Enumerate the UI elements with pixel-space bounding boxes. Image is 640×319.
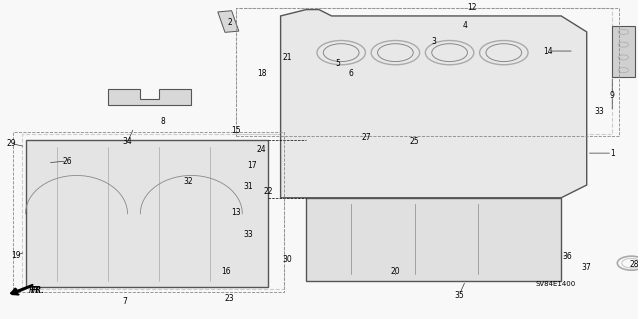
Bar — [236, 8, 612, 134]
Text: 31: 31 — [244, 182, 253, 191]
Text: 16: 16 — [221, 267, 231, 276]
Bar — [13, 132, 284, 292]
Text: 2: 2 — [227, 18, 232, 27]
Text: 23: 23 — [225, 294, 234, 303]
Polygon shape — [280, 10, 587, 198]
Text: 9: 9 — [610, 91, 614, 100]
Text: 7: 7 — [122, 297, 127, 306]
Text: 15: 15 — [231, 126, 241, 135]
Text: FR.: FR. — [31, 286, 45, 295]
Bar — [22, 134, 284, 289]
Text: 22: 22 — [263, 187, 273, 196]
Text: 24: 24 — [257, 145, 266, 154]
Text: FR.: FR. — [29, 286, 42, 295]
Text: 32: 32 — [183, 177, 193, 186]
Bar — [236, 8, 619, 136]
Bar — [218, 11, 239, 32]
Polygon shape — [108, 89, 191, 105]
Text: 34: 34 — [123, 137, 132, 146]
Text: 17: 17 — [247, 161, 257, 170]
Polygon shape — [26, 140, 268, 287]
Text: 14: 14 — [543, 47, 553, 56]
Text: 18: 18 — [257, 69, 266, 78]
Text: 25: 25 — [410, 137, 419, 146]
Text: 12: 12 — [467, 4, 477, 12]
Text: 6: 6 — [348, 69, 353, 78]
Text: 19: 19 — [11, 251, 20, 260]
Text: 8: 8 — [160, 117, 165, 126]
Text: 3: 3 — [431, 37, 436, 46]
Text: 33: 33 — [244, 230, 253, 239]
Text: 28: 28 — [630, 260, 639, 269]
Text: 30: 30 — [282, 256, 292, 264]
Text: 1: 1 — [610, 149, 614, 158]
Text: 4: 4 — [463, 21, 468, 30]
Text: 26: 26 — [62, 157, 72, 166]
Text: 35: 35 — [454, 291, 464, 300]
Text: 29: 29 — [6, 139, 16, 148]
Text: 37: 37 — [582, 263, 591, 272]
Polygon shape — [612, 26, 634, 77]
Text: 5: 5 — [335, 59, 340, 68]
Text: 33: 33 — [595, 107, 604, 116]
Text: 21: 21 — [282, 53, 292, 62]
Text: 13: 13 — [231, 208, 241, 217]
Polygon shape — [306, 198, 561, 281]
Text: 27: 27 — [362, 133, 371, 142]
Text: 20: 20 — [390, 267, 400, 276]
Text: SV84E1400: SV84E1400 — [536, 281, 576, 287]
Text: 36: 36 — [563, 252, 572, 261]
